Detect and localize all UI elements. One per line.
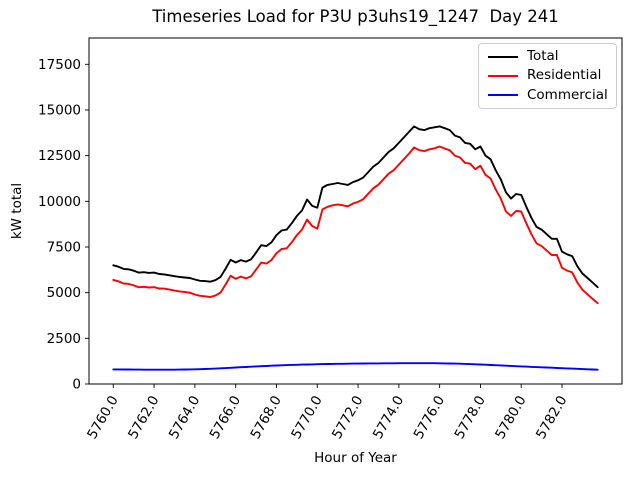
y-tick-label: 7500	[47, 239, 81, 255]
y-tick-label: 0	[72, 377, 81, 393]
x-tick-label: 5770.0	[288, 393, 325, 442]
chart-title: Timeseries Load for P3U p3uhs19_1247 Day…	[152, 7, 559, 26]
series-line-commercial	[112, 362, 599, 371]
x-tick-label: 5774.0	[370, 393, 407, 442]
commercial-line-swatch	[488, 94, 518, 97]
x-tick-label: 5762.0	[125, 393, 162, 442]
y-tick-label: 15000	[38, 102, 81, 118]
series-line-residential	[112, 145, 599, 305]
y-tick-label: 12500	[38, 148, 81, 164]
total-line-swatch	[488, 55, 518, 58]
legend-label-commercial: Commercial	[527, 86, 608, 103]
x-tick-label: 5782.0	[533, 393, 570, 442]
y-axis-label: kW total	[9, 182, 25, 240]
x-tick-label: 5780.0	[492, 393, 529, 442]
legend: Total Residential Commercial	[478, 43, 617, 109]
y-tick-label: 5000	[47, 285, 81, 301]
legend-label-total: Total	[527, 47, 559, 64]
legend-entry-commercial: Commercial	[488, 86, 608, 103]
series-line-total	[112, 125, 599, 289]
legend-entry-total: Total	[488, 47, 607, 64]
x-tick-label: 5766.0	[207, 393, 244, 442]
x-tick-label: 5778.0	[451, 393, 488, 442]
x-tick-label: 5764.0	[166, 393, 203, 442]
x-tick-label: 5776.0	[411, 393, 448, 442]
y-tick-label: 17500	[38, 57, 81, 73]
legend-entry-residential: Residential	[488, 69, 607, 83]
x-tick-label: 5772.0	[329, 393, 366, 442]
x-tick-label: 5760.0	[84, 393, 121, 442]
y-tick-label: 10000	[38, 194, 81, 210]
plot-frame	[88, 37, 623, 385]
x-tick-label: 5768.0	[247, 393, 284, 442]
legend-label-residential: Residential	[527, 67, 602, 84]
residential-line-swatch	[488, 74, 518, 77]
x-axis-label: Hour of Year	[314, 450, 397, 466]
y-tick-label: 2500	[47, 331, 81, 347]
